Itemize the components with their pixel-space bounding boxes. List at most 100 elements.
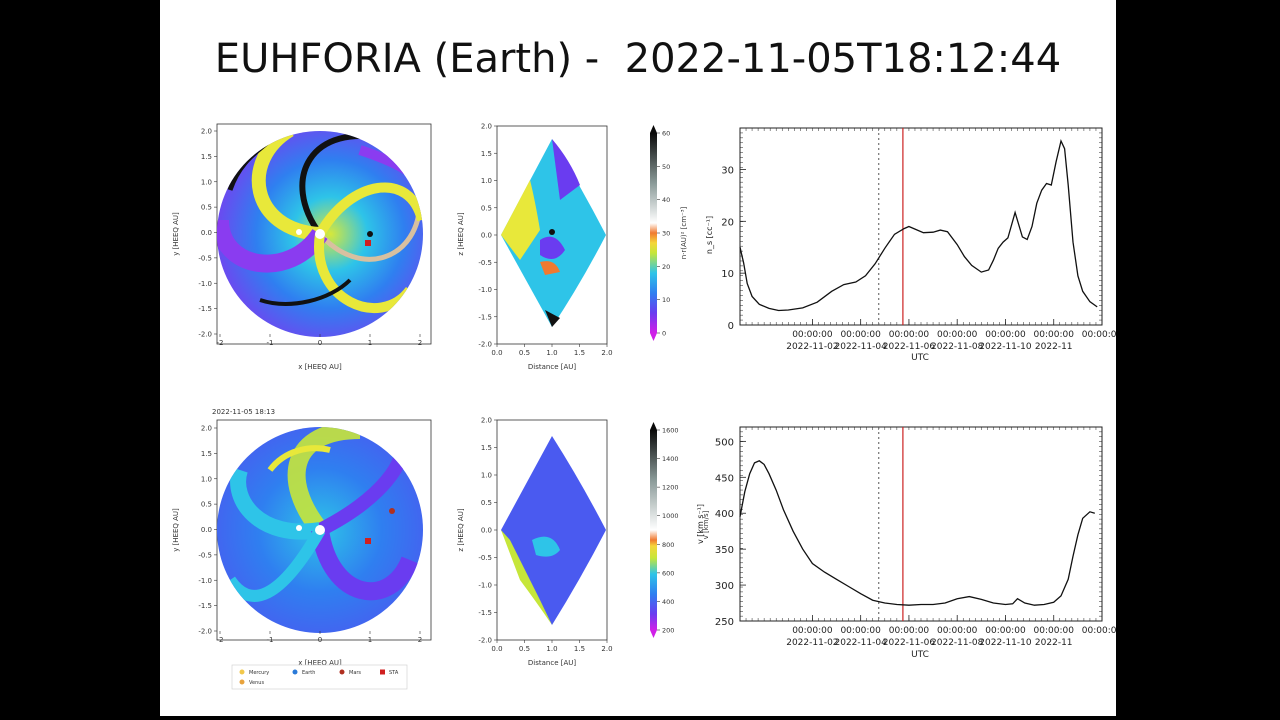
top-equatorial-ylabel: y [HEEQ AU] <box>172 212 180 256</box>
x-tick-date-label: 2022-11 <box>1035 342 1073 352</box>
y-tick-label: -1.5 <box>478 609 492 617</box>
y-tick-label: -2.0 <box>198 331 212 339</box>
y-tick-label: -1.0 <box>198 577 212 585</box>
x-tick-date-label: 2022-11-02 <box>786 638 838 648</box>
top-meridional-feature <box>540 236 565 259</box>
sta-marker <box>365 538 371 544</box>
x-tick-date-label: 2022-11-02 <box>786 342 838 352</box>
density-timeseries-axes <box>739 127 1103 326</box>
x-tick-label: 0 <box>318 339 322 347</box>
colorbar-tick-label: 0 <box>662 330 666 338</box>
y-tick-label: 1.0 <box>201 178 212 186</box>
colorbar-tick-label: 30 <box>662 230 670 238</box>
colorbar-tick-label: 50 <box>662 163 670 171</box>
x-tick-label: 0 <box>318 636 322 644</box>
colorbar-tick-label: 10 <box>662 296 670 304</box>
y-tick-label: 20 <box>721 217 734 228</box>
bottom-equatorial-ylabel: y [HEEQ AU] <box>172 508 180 552</box>
x-tick-label: 1.5 <box>574 645 585 653</box>
x-tick-time-label: 00:00:00 <box>1034 626 1075 636</box>
bottom-meridional-wedge <box>501 436 606 625</box>
top-meridional-feature <box>545 310 560 327</box>
x-tick-time-label: 00:00:00 <box>985 626 1026 636</box>
y-tick-label: 250 <box>715 617 734 628</box>
x-tick-label: 0.5 <box>519 645 530 653</box>
x-tick-date-label: 2022-11-08 <box>931 342 984 352</box>
top-colorbar-gradient <box>650 133 657 333</box>
mercury-dot-icon <box>239 669 245 675</box>
x-tick-time-label: 00:00:00 <box>840 330 881 340</box>
y-tick-label: 1.5 <box>201 450 212 458</box>
colorbar-tick-label: 40 <box>662 196 670 204</box>
colorbar-tick-label: 60 <box>662 130 670 138</box>
x-tick-time-label: 00:00:00 <box>1082 626 1116 636</box>
y-tick-label: 30 <box>721 165 734 176</box>
x-tick-date-label: 2022-11-04 <box>835 342 888 352</box>
y-tick-label: 500 <box>715 437 734 448</box>
y-tick-label: -1.0 <box>478 286 492 294</box>
legend-label-mercury: Mercury <box>249 670 269 676</box>
y-tick-label: 1.5 <box>201 153 212 161</box>
x-tick-time-label: 00:00:00 <box>937 330 978 340</box>
earth-dot-icon <box>292 669 298 675</box>
y-tick-label: 1.5 <box>481 150 492 158</box>
bottom-colorbar-max-arrow <box>650 422 657 430</box>
figure-canvas: -2 -1 0 1 2 2.0 1.5 1.0 0.5 0.0 -0.5 -1.0 -1.5 -2.0 x… <box>172 123 1116 690</box>
y-tick-label: 2.0 <box>201 425 212 433</box>
x-tick-date-label: 2022-11-06 <box>883 638 936 648</box>
y-tick-label: 1.0 <box>481 177 492 185</box>
colorbar-tick-label: 400 <box>662 598 674 606</box>
bottom-equatorial-xlabel: x [HEEQ AU] <box>298 659 342 667</box>
top-meridional-feature <box>552 139 580 200</box>
y-tick-label: 0.5 <box>201 501 212 509</box>
x-tick-date-label: 2022-11-08 <box>931 638 984 648</box>
x-tick-time-label: 00:00:00 <box>937 626 978 636</box>
bottom-equatorial-ticks: -2 -1 0 1 2 2.0 1.5 1.0 0.5 0.0 -0.5 -1.0 -1.5 -2.0 <box>198 425 422 645</box>
x-tick-time-label: 00:00:00 <box>889 626 930 636</box>
mercury-marker <box>296 229 302 235</box>
colorbar-tick-label: 1600 <box>662 427 679 435</box>
x-tick-time-label: 00:00:00 <box>840 626 881 636</box>
y-tick-label: -2.0 <box>478 637 492 645</box>
x-tick-label: 1 <box>368 339 372 347</box>
x-tick-label: 2 <box>418 339 422 347</box>
bottom-colorbar-min-arrow <box>650 630 657 638</box>
y-tick-label: 2.0 <box>481 417 492 425</box>
y-tick-label: -1.5 <box>198 602 212 610</box>
legend-label-sta: STA <box>389 670 399 676</box>
bottom-meridional-feature <box>501 530 552 625</box>
sta-marker <box>365 240 371 246</box>
top-colorbar-min-arrow <box>650 333 657 341</box>
top-equatorial-ticks: -2 -1 0 1 2 2.0 1.5 1.0 0.5 0.0 -0.5 -1.0 -1.5 -2.0 <box>198 128 422 348</box>
x-tick-label: 2.0 <box>601 645 612 653</box>
top-colorbar-ticks: 60 50 40 30 20 10 0 <box>657 130 670 338</box>
x-tick-date-label: 2022-11 <box>1035 638 1073 648</box>
y-tick-label: -2.0 <box>198 628 212 636</box>
x-tick-time-label: 00:00:00 <box>889 330 930 340</box>
mercury-marker <box>296 525 302 531</box>
y-tick-label: 2.0 <box>481 123 492 131</box>
colorbar-tick-label: 1000 <box>662 512 679 520</box>
y-tick-label: 0.5 <box>481 204 492 212</box>
bottom-colorbar: 1600 1400 1200 1000 800 600 400 200 v [km/s] <box>650 422 710 638</box>
series-line-n_s <box>739 139 1098 312</box>
legend-label-venus: Venus <box>249 680 264 686</box>
speed-timeseries-xlabel: UTC <box>911 650 929 660</box>
colorbar-tick-label: 600 <box>662 569 674 577</box>
y-tick-label: 10 <box>721 269 734 280</box>
x-tick-label: 0.0 <box>491 349 502 357</box>
y-tick-label: 300 <box>715 581 734 592</box>
bottom-timestamp: 2022-11-05 18:13 <box>212 408 275 416</box>
x-tick-date-label: 2022-11-06 <box>883 342 936 352</box>
density-timeseries-chart: 010203000:00:002022-11-0200:00:002022-11… <box>705 127 1116 363</box>
top-meridional-ylabel: z [HEEQ AU] <box>457 212 465 255</box>
x-tick-label: -1 <box>267 339 274 347</box>
y-tick-label: 350 <box>715 545 734 556</box>
colorbar-tick-label: 200 <box>662 627 674 635</box>
x-tick-label: -2 <box>217 636 224 644</box>
y-tick-label: 0.5 <box>481 499 492 507</box>
y-tick-label: 0.0 <box>481 232 492 240</box>
speed-timeseries-ylabel: v [km s⁻¹] <box>696 504 705 544</box>
y-tick-label: 0.0 <box>201 526 212 534</box>
y-tick-label: 1.0 <box>201 475 212 483</box>
